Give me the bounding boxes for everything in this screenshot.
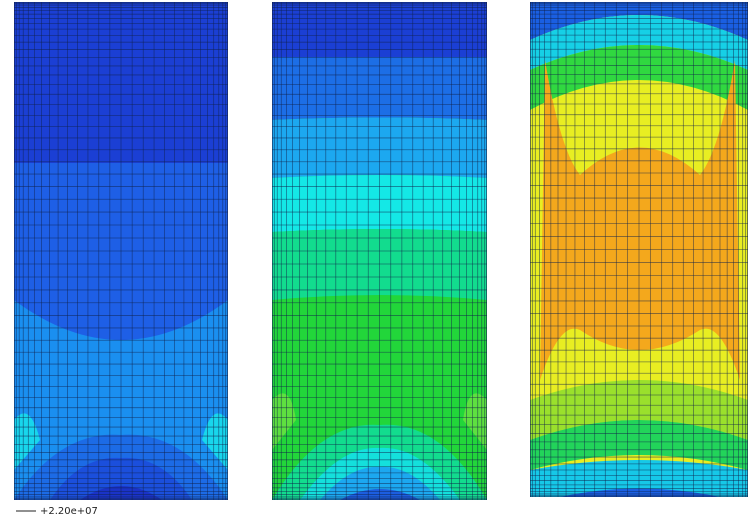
mesh	[530, 2, 748, 497]
panel-middle	[272, 2, 487, 500]
panel-left	[14, 2, 228, 500]
mesh	[272, 2, 487, 500]
mesh	[14, 2, 228, 500]
legend-label: +2.20e+07	[40, 506, 98, 515]
panel-right	[530, 2, 748, 497]
